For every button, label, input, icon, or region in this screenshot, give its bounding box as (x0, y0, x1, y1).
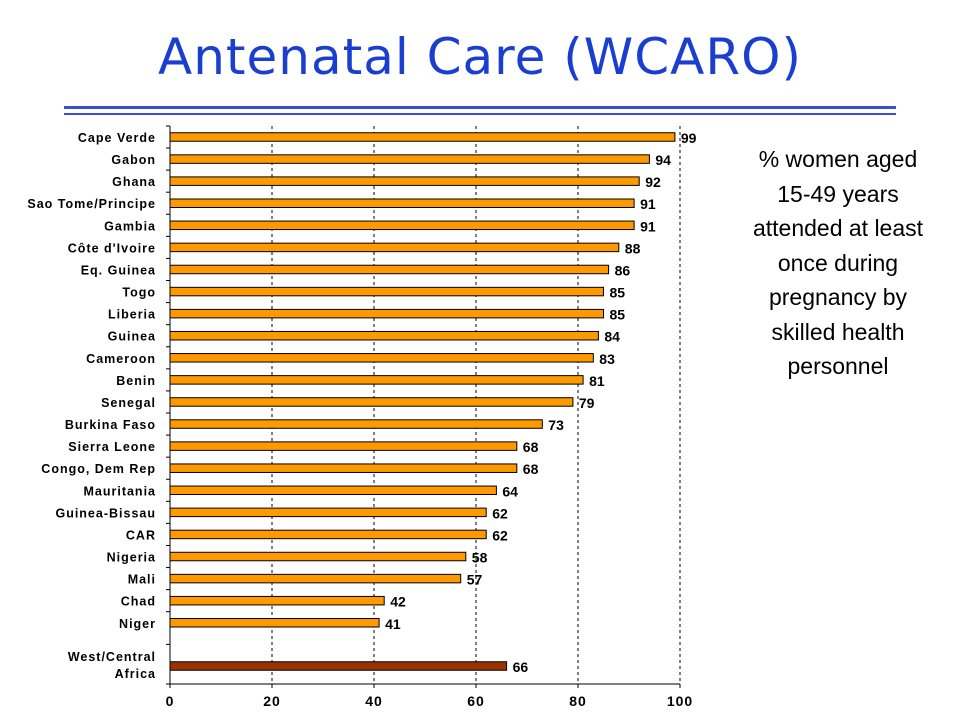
data-label: 88 (625, 240, 641, 256)
category-label: CAR (126, 528, 156, 542)
category-label: Cameroon (86, 352, 156, 366)
category-label: Côte d'Ivoire (68, 241, 156, 255)
bar (169, 507, 487, 518)
data-label: 91 (640, 218, 656, 234)
bar (169, 353, 594, 363)
data-label: 85 (610, 307, 626, 323)
chart-note-line: pregnancy by (768, 284, 908, 310)
data-label: 92 (645, 174, 661, 190)
bar (169, 375, 584, 385)
data-label: 86 (615, 262, 631, 278)
x-tick-label: 20 (263, 693, 281, 709)
x-tick-label: 80 (569, 693, 587, 709)
data-label: 62 (492, 505, 508, 521)
chart-note-line: once during (777, 249, 899, 276)
category-label: Nigeria (107, 551, 156, 565)
chart-note-line: % women aged (758, 146, 918, 172)
data-label: 42 (390, 594, 406, 610)
chart-note-line: attended at least (752, 215, 924, 241)
category-label: Ghana (112, 175, 156, 189)
category-label: Africa (115, 667, 156, 681)
title-underline-thin (64, 113, 896, 115)
chart-note-line: skilled health (771, 318, 905, 345)
bar (169, 242, 620, 253)
category-label: Benin (116, 374, 156, 388)
category-label: Congo, Dem Rep (41, 462, 156, 476)
bar (169, 463, 518, 473)
data-label: 62 (492, 527, 508, 543)
category-label: Chad (121, 595, 156, 609)
data-label: 64 (502, 483, 518, 499)
title-underline (64, 106, 896, 109)
bar (169, 529, 487, 540)
data-label: 83 (599, 351, 615, 367)
category-label: Gabon (111, 153, 156, 167)
category-label: Liberia (108, 308, 156, 322)
data-label: 68 (523, 461, 539, 477)
category-label: Eq. Guinea (81, 263, 156, 277)
x-tick-label: 40 (365, 693, 383, 709)
bar (169, 397, 574, 407)
data-label: 81 (589, 373, 605, 389)
chart-note-line: personnel (787, 353, 889, 379)
category-label: Mauritania (83, 484, 156, 498)
data-label: 94 (655, 152, 671, 168)
bar (169, 176, 640, 186)
data-label: 41 (385, 616, 401, 632)
data-label: 99 (681, 130, 697, 146)
chart-note-line: 15-49 years (777, 180, 899, 207)
chart-note: % women aged 15-49 years attended at least… (718, 142, 958, 384)
category-label: Senegal (101, 396, 156, 410)
bar (169, 132, 676, 142)
bar (169, 419, 543, 429)
category-label: Gambia (104, 219, 156, 233)
data-label: 57 (467, 572, 483, 588)
bar (169, 595, 385, 606)
x-tick-label: 100 (667, 693, 693, 709)
category-label: Togo (122, 286, 156, 300)
category-label: Guinea-Bissau (55, 506, 156, 520)
data-label: 84 (604, 329, 620, 345)
data-label: 58 (472, 550, 488, 566)
page-title: Antenatal Care (WCARO) (158, 28, 802, 86)
bar (169, 154, 650, 164)
bar (169, 330, 599, 341)
category-label: Burkina Faso (65, 418, 156, 432)
bar (169, 220, 635, 231)
category-label: Niger (119, 617, 156, 631)
bar (169, 441, 518, 451)
data-label: 79 (579, 395, 595, 411)
bar (169, 661, 508, 671)
x-tick-label: 60 (467, 693, 485, 709)
category-label: Sierra Leone (68, 440, 156, 454)
x-tick-label: 0 (166, 693, 175, 709)
bar (169, 573, 462, 584)
bar (169, 618, 380, 628)
bar (169, 308, 604, 319)
category-label: Guinea (108, 330, 156, 344)
bar (169, 551, 467, 562)
category-label: Cape Verde (78, 131, 156, 145)
category-label: Mali (128, 573, 156, 587)
data-label: 68 (523, 439, 539, 455)
bar (169, 264, 610, 275)
bar (169, 198, 635, 208)
bar (169, 286, 604, 297)
category-label: Sao Tome/Principe (27, 197, 156, 211)
bar (169, 485, 497, 496)
data-label: 66 (513, 659, 529, 675)
category-label: West/Central (68, 650, 156, 664)
data-label: 73 (548, 417, 564, 433)
data-label: 91 (640, 196, 656, 212)
data-label: 85 (610, 285, 626, 301)
